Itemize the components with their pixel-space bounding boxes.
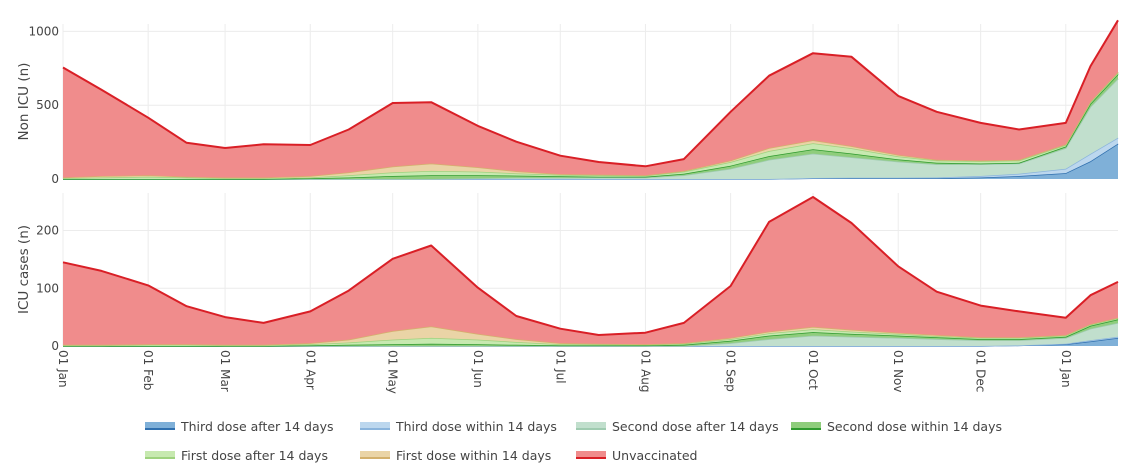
icu-panel: 0 100 200 ICU cases (n) bbox=[16, 193, 1119, 353]
legend-item-unvaccinated[interactable]: Unvaccinated bbox=[576, 445, 697, 465]
x-tick-label: 01 Oct bbox=[806, 350, 820, 390]
x-tick-label: 01 Dec bbox=[974, 350, 988, 392]
legend-item-second-dose-within-14-days[interactable]: Second dose within 14 days bbox=[791, 416, 1002, 436]
y-tick-label: 0 bbox=[51, 339, 59, 353]
legend-item-first-dose-within-14-days[interactable]: First dose within 14 days bbox=[360, 445, 551, 465]
x-tick-label: 01 Jun bbox=[471, 350, 485, 388]
line-unvaccinated bbox=[62, 19, 1119, 168]
non-icu-panel: 0 500 1000 Non ICU (n) bbox=[16, 19, 1119, 186]
legend-label: First dose after 14 days bbox=[181, 447, 328, 463]
y-axis-title: Non ICU (n) bbox=[16, 63, 32, 141]
x-tick-label: 01 Nov bbox=[891, 350, 905, 393]
legend-label: Second dose after 14 days bbox=[612, 418, 779, 434]
legend-item-third-dose-after-14-days[interactable]: Third dose after 14 days bbox=[145, 416, 334, 436]
area-unvaccinated bbox=[63, 20, 1118, 178]
legend-swatch bbox=[791, 422, 821, 430]
legend-swatch bbox=[576, 422, 606, 430]
y-tick-label: 100 bbox=[36, 281, 59, 295]
area-second-dose-after-14-days bbox=[63, 78, 1118, 179]
x-tick-label: 01 Mar bbox=[218, 350, 232, 392]
legend-item-first-dose-after-14-days[interactable]: First dose after 14 days bbox=[145, 445, 328, 465]
area-first-dose-after-14-days bbox=[63, 72, 1118, 179]
legend-item-third-dose-within-14-days[interactable]: Third dose within 14 days bbox=[360, 416, 557, 436]
x-axis: 01 Jan 01 Feb 01 Mar 01 Apr 01 May 01 Jun 01 J… bbox=[56, 350, 1073, 394]
y-tick-label: 1000 bbox=[28, 24, 59, 38]
legend-item-second-dose-after-14-days[interactable]: Second dose after 14 days bbox=[576, 416, 779, 436]
x-tick-label: 01 Jul bbox=[553, 350, 567, 384]
y-tick-label: 0 bbox=[51, 172, 59, 186]
area-second-dose-after-14-days bbox=[63, 322, 1118, 346]
x-tick-label: 01 Jan bbox=[1059, 350, 1073, 388]
legend: Third dose after 14 days Third dose with… bbox=[0, 414, 1135, 471]
x-tick-label: 01 Jan bbox=[56, 350, 70, 388]
y-tick-label: 200 bbox=[36, 224, 59, 238]
legend-swatch bbox=[360, 422, 390, 430]
x-tick-label: 01 Aug bbox=[638, 350, 652, 393]
legend-label: Second dose within 14 days bbox=[827, 418, 1003, 434]
area-unvaccinated bbox=[63, 197, 1118, 345]
legend-swatch bbox=[145, 451, 175, 459]
legend-label: Third dose within 14 days bbox=[396, 418, 557, 434]
legend-swatch bbox=[360, 451, 390, 459]
y-axis-title: ICU cases (n) bbox=[16, 225, 32, 314]
line-unvaccinated bbox=[62, 196, 1119, 336]
legend-label: Unvaccinated bbox=[612, 447, 698, 463]
legend-label: Third dose after 14 days bbox=[181, 418, 334, 434]
x-tick-label: 01 Apr bbox=[303, 350, 317, 390]
y-tick-label: 500 bbox=[36, 98, 59, 112]
legend-swatch bbox=[145, 422, 175, 430]
x-tick-label: 01 Feb bbox=[141, 350, 155, 390]
x-tick-label: 01 May bbox=[386, 350, 400, 394]
x-tick-label: 01 Sep bbox=[724, 350, 738, 392]
legend-swatch bbox=[576, 451, 606, 459]
legend-label: First dose within 14 days bbox=[396, 447, 552, 463]
